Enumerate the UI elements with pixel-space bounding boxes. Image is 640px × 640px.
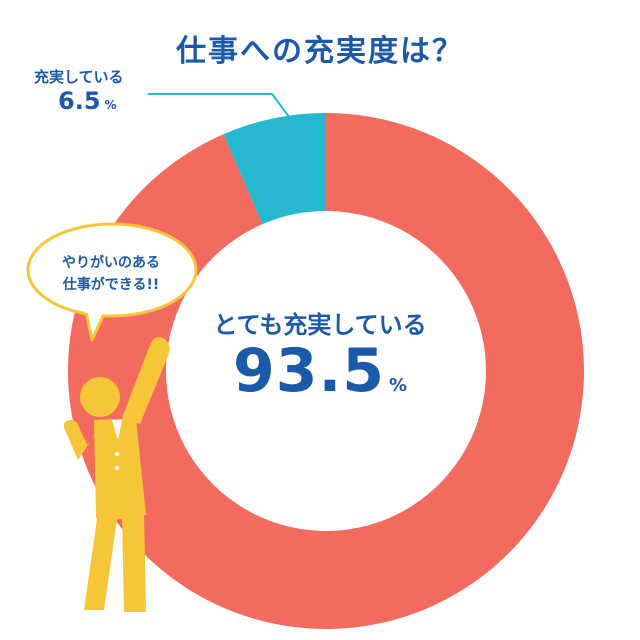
- small-slice-value: 6.5: [58, 87, 101, 115]
- speech-bubble: [26, 222, 198, 342]
- small-slice-unit: %: [104, 98, 117, 112]
- donut-slice-1: [67, 113, 584, 629]
- donut-slice-2: [223, 113, 326, 225]
- small-slice-leader-line: [148, 93, 291, 119]
- speech-bubble-text: やりがいのある 仕事ができる!!: [62, 255, 160, 293]
- main-slice-value: 93.5: [232, 336, 385, 406]
- small-slice-category: 充実している: [34, 68, 124, 86]
- main-slice-value-wrap: 93.5%: [190, 336, 450, 406]
- donut-slices: [67, 113, 584, 629]
- chart-title: 仕事への充実度は？: [176, 34, 464, 69]
- main-slice-category-wrap: とても充実している: [190, 305, 450, 340]
- small-slice-label: 充実している 6.5%: [34, 66, 124, 115]
- person-figure: [63, 336, 170, 612]
- main-slice-unit: %: [389, 375, 408, 396]
- main-slice-category: とても充実している: [213, 311, 427, 339]
